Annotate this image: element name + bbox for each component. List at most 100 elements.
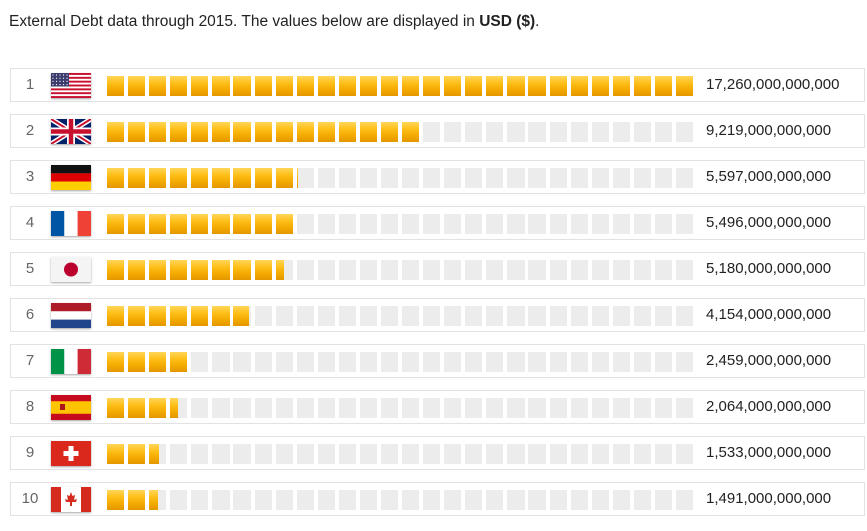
bar-track-cell xyxy=(612,398,630,418)
bar-fill-cell xyxy=(612,76,630,96)
bar-track-cell xyxy=(675,490,694,510)
bar-track-cell xyxy=(233,398,251,418)
bar-track-cell xyxy=(486,444,504,464)
bar-fill-cell xyxy=(128,352,146,372)
bar-fill-cell xyxy=(233,76,251,96)
bar-fill-cell xyxy=(128,306,146,326)
bar-track-cell xyxy=(654,490,673,510)
bar-track-cell xyxy=(549,490,567,510)
bar-track-cell xyxy=(507,490,525,510)
value-label: 2,064,000,000,000 xyxy=(706,398,832,415)
ranking-row: 3 5,597,000,000,000 xyxy=(10,160,865,194)
bar-track-cell xyxy=(191,352,209,372)
ranking-row: 9 1,533,000,000,000 xyxy=(10,436,865,470)
bar-fill-cell xyxy=(465,76,483,96)
bar-fill-cell xyxy=(233,260,251,280)
bar-track-cell xyxy=(528,122,546,142)
bar-track-cell xyxy=(549,398,567,418)
bar-fill-cell xyxy=(402,76,420,96)
value-label: 17,260,000,000,000 xyxy=(706,76,840,93)
bar-track-cell xyxy=(507,122,525,142)
bar-track-cell xyxy=(402,398,420,418)
rank-number: 1 xyxy=(25,76,35,93)
bar-track-cell xyxy=(465,398,483,418)
bar-track-cell xyxy=(402,168,420,188)
bar-track-cell xyxy=(359,214,378,234)
rank-number: 4 xyxy=(25,214,35,231)
bar-fill-cell xyxy=(507,76,525,96)
bar-track-cell xyxy=(633,490,651,510)
bar-track-cell xyxy=(591,122,609,142)
bar-track-cell xyxy=(570,168,588,188)
bar-fill-cell xyxy=(149,76,167,96)
bar-track-cell xyxy=(233,352,251,372)
bar-fill-cell xyxy=(128,214,146,234)
bar-track-cell xyxy=(486,306,504,326)
bar-fill-cell xyxy=(170,168,188,188)
bar-fill-cell xyxy=(128,122,146,142)
bar-track-cell xyxy=(507,214,525,234)
bar-fill-cell xyxy=(275,122,293,142)
bar-track-cell xyxy=(486,352,504,372)
bar-track-cell xyxy=(296,444,314,464)
value-label: 2,459,000,000,000 xyxy=(706,352,832,369)
bar-fill-cell xyxy=(528,76,546,96)
bar-track-cell xyxy=(507,444,525,464)
bar-fill-cell xyxy=(107,352,125,372)
value-label: 1,491,000,000,000 xyxy=(706,490,832,507)
rank-number: 10 xyxy=(21,490,39,507)
bar-fill-cell xyxy=(549,76,567,96)
bar-fill-cell xyxy=(338,76,356,96)
bar-track-cell xyxy=(549,214,567,234)
value-bar xyxy=(107,76,697,96)
bar-track-cell xyxy=(423,306,441,326)
bar-track-cell xyxy=(233,444,251,464)
bar-fill-cell xyxy=(275,214,293,234)
bar-fill-cell xyxy=(359,76,378,96)
bar-track-cell xyxy=(507,168,525,188)
value-bar xyxy=(107,444,697,464)
bar-track-cell xyxy=(528,306,546,326)
bar-track-cell xyxy=(275,306,293,326)
bar-track-cell xyxy=(191,490,209,510)
bar-track-cell xyxy=(591,260,609,280)
bar-track-cell xyxy=(170,444,188,464)
bar-track-cell xyxy=(402,306,420,326)
bar-track-cell xyxy=(444,260,462,280)
bar-track-cell xyxy=(402,214,420,234)
bar-fill-cell xyxy=(212,214,230,234)
bar-fill-cell xyxy=(275,260,285,280)
bar-track-cell xyxy=(423,214,441,234)
bar-track-cell xyxy=(570,398,588,418)
bar-fill-cell xyxy=(296,76,314,96)
bar-track-cell xyxy=(380,398,399,418)
bar-track-cell xyxy=(317,306,335,326)
bar-track-cell xyxy=(591,352,609,372)
bar-track-cell xyxy=(254,306,272,326)
bar-fill-cell xyxy=(107,490,125,510)
bar-track-cell xyxy=(275,352,293,372)
bar-track-cell xyxy=(507,306,525,326)
ranking-list: 1 17,260,000,000,000 2 9,219,000,000,000 3 5,… xyxy=(10,68,865,528)
bar-track-cell xyxy=(254,444,272,464)
bar-track-cell xyxy=(296,490,314,510)
bar-track-cell xyxy=(486,168,504,188)
bar-fill-cell xyxy=(191,168,209,188)
bar-track-cell xyxy=(212,398,230,418)
bar-track-cell xyxy=(359,490,378,510)
ranking-row: 1 17,260,000,000,000 xyxy=(10,68,865,102)
bar-fill-cell xyxy=(170,214,188,234)
bar-track-cell xyxy=(191,398,209,418)
bar-fill-cell xyxy=(149,122,167,142)
switzerland-flag-icon xyxy=(51,441,91,466)
ranking-row: 2 9,219,000,000,000 xyxy=(10,114,865,148)
bar-track-cell xyxy=(465,352,483,372)
italy-flag-icon xyxy=(51,349,91,374)
bar-fill-cell xyxy=(675,76,694,96)
value-label: 5,496,000,000,000 xyxy=(706,214,832,231)
bar-track-cell xyxy=(444,444,462,464)
bar-track-cell xyxy=(591,444,609,464)
bar-fill-cell xyxy=(128,260,146,280)
bar-track-cell xyxy=(338,260,356,280)
bar-track-cell xyxy=(549,352,567,372)
